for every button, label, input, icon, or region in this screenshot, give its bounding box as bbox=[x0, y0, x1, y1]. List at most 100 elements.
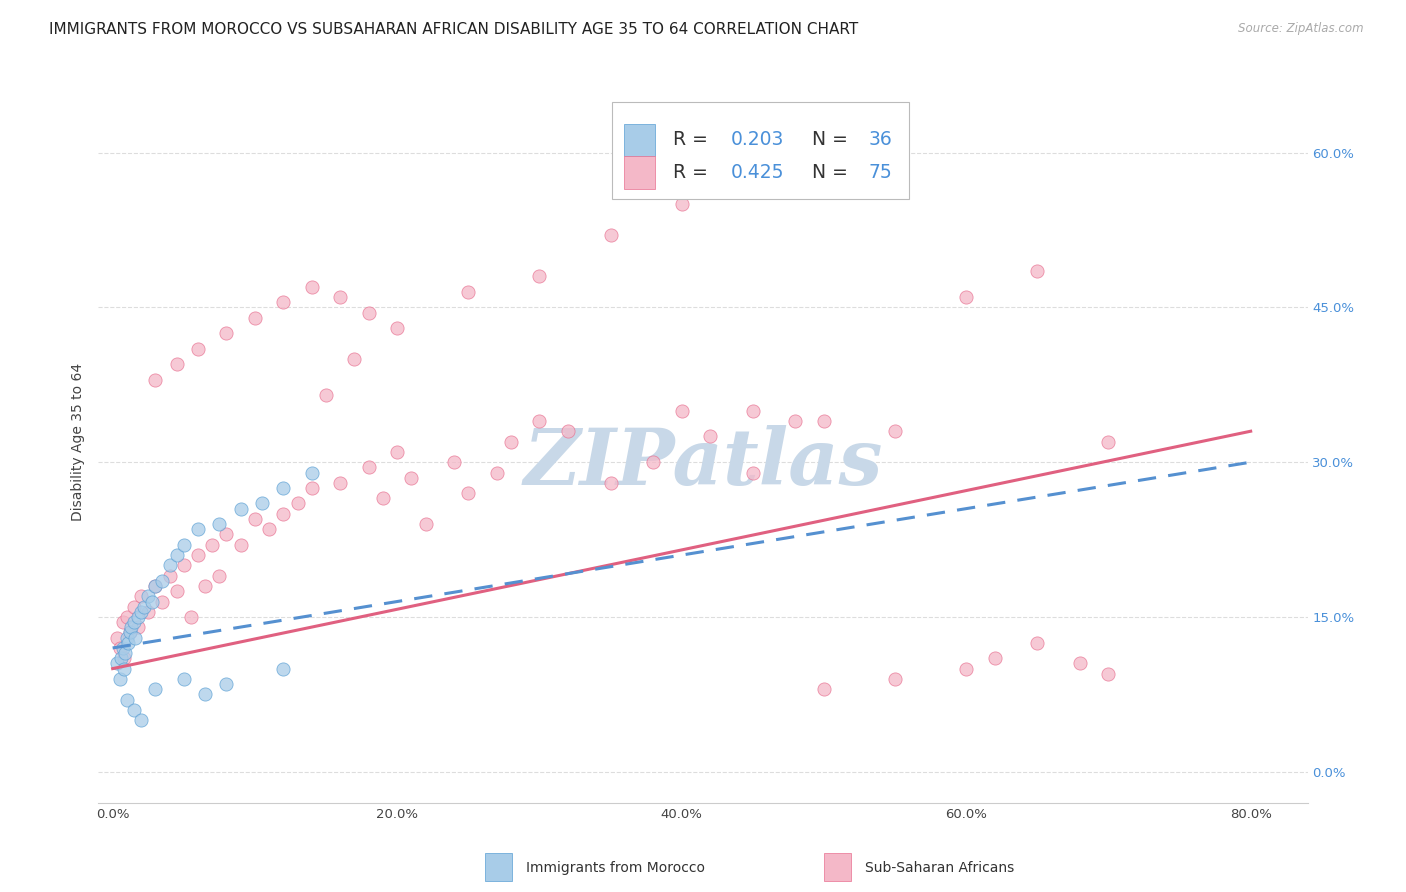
Point bbox=[115, 631, 138, 645]
Point bbox=[243, 310, 266, 325]
Point bbox=[201, 538, 224, 552]
Point bbox=[955, 290, 977, 304]
Point bbox=[401, 471, 423, 485]
Text: Sub-Saharan Africans: Sub-Saharan Africans bbox=[865, 861, 1014, 875]
Point bbox=[122, 703, 145, 717]
Point bbox=[287, 496, 309, 510]
Point bbox=[357, 305, 380, 319]
Point bbox=[415, 517, 437, 532]
Point bbox=[329, 475, 352, 490]
Point bbox=[229, 501, 252, 516]
Point bbox=[112, 651, 135, 665]
Point bbox=[129, 713, 152, 727]
Text: R =: R = bbox=[673, 130, 714, 149]
Point bbox=[108, 672, 131, 686]
Point bbox=[194, 579, 217, 593]
Y-axis label: Disability Age 35 to 64: Disability Age 35 to 64 bbox=[72, 362, 86, 521]
Point bbox=[118, 625, 141, 640]
Point bbox=[315, 388, 337, 402]
Point bbox=[180, 610, 202, 624]
Text: IMMIGRANTS FROM MOROCCO VS SUBSAHARAN AFRICAN DISABILITY AGE 35 TO 64 CORRELATIO: IMMIGRANTS FROM MOROCCO VS SUBSAHARAN AF… bbox=[49, 22, 859, 37]
Point bbox=[132, 599, 155, 614]
Point bbox=[127, 620, 149, 634]
Point bbox=[343, 351, 366, 366]
Point bbox=[105, 631, 128, 645]
Point bbox=[385, 445, 408, 459]
Point bbox=[499, 434, 522, 449]
Point bbox=[173, 558, 195, 573]
Point bbox=[187, 548, 209, 562]
Point bbox=[152, 594, 174, 608]
Point bbox=[1097, 666, 1119, 681]
Point bbox=[118, 625, 141, 640]
Point bbox=[443, 455, 465, 469]
Point bbox=[122, 599, 145, 614]
Text: 75: 75 bbox=[869, 163, 893, 182]
Point bbox=[529, 414, 551, 428]
Point bbox=[111, 640, 134, 655]
Point bbox=[129, 605, 152, 619]
Point bbox=[785, 414, 807, 428]
Point bbox=[385, 321, 408, 335]
Text: Immigrants from Morocco: Immigrants from Morocco bbox=[526, 861, 706, 875]
Point bbox=[557, 424, 579, 438]
Point bbox=[983, 651, 1005, 665]
Text: Source: ZipAtlas.com: Source: ZipAtlas.com bbox=[1239, 22, 1364, 36]
Text: N =: N = bbox=[811, 130, 853, 149]
Point bbox=[173, 672, 195, 686]
Point bbox=[813, 682, 835, 697]
Point bbox=[357, 460, 380, 475]
Point bbox=[115, 610, 138, 624]
Point bbox=[215, 527, 238, 541]
Point bbox=[884, 424, 907, 438]
Point bbox=[187, 342, 209, 356]
Point bbox=[457, 285, 479, 299]
Point bbox=[485, 466, 508, 480]
Point bbox=[115, 692, 138, 706]
Point bbox=[1097, 434, 1119, 449]
Text: N =: N = bbox=[811, 163, 853, 182]
Point bbox=[671, 197, 693, 211]
Point bbox=[159, 558, 181, 573]
Point bbox=[643, 455, 665, 469]
Point bbox=[143, 373, 166, 387]
Point bbox=[166, 548, 188, 562]
Point bbox=[273, 507, 295, 521]
Point bbox=[229, 538, 252, 552]
FancyBboxPatch shape bbox=[624, 156, 655, 189]
Point bbox=[1026, 264, 1049, 278]
Point bbox=[129, 590, 152, 604]
Text: 0.203: 0.203 bbox=[731, 130, 785, 149]
Point bbox=[194, 687, 217, 701]
Point bbox=[301, 466, 323, 480]
Point bbox=[208, 517, 231, 532]
Point bbox=[257, 522, 280, 536]
Point bbox=[599, 228, 621, 243]
Point bbox=[699, 429, 721, 443]
Point bbox=[955, 662, 977, 676]
Point bbox=[117, 636, 139, 650]
Text: ZIPatlas: ZIPatlas bbox=[523, 425, 883, 501]
Point bbox=[741, 177, 763, 191]
Point bbox=[599, 475, 621, 490]
Point bbox=[457, 486, 479, 500]
Point bbox=[112, 662, 135, 676]
FancyBboxPatch shape bbox=[824, 854, 851, 880]
Point bbox=[329, 290, 352, 304]
Point bbox=[1026, 636, 1049, 650]
Point bbox=[371, 491, 394, 506]
Point bbox=[813, 414, 835, 428]
Point bbox=[187, 522, 209, 536]
Point bbox=[250, 496, 273, 510]
Point bbox=[529, 269, 551, 284]
FancyBboxPatch shape bbox=[624, 124, 655, 156]
Point bbox=[159, 568, 181, 582]
Point bbox=[127, 610, 149, 624]
Point bbox=[1069, 657, 1091, 671]
Point bbox=[152, 574, 174, 588]
Point bbox=[136, 590, 159, 604]
Point bbox=[143, 682, 166, 697]
Point bbox=[143, 579, 166, 593]
Point bbox=[136, 605, 159, 619]
Point bbox=[741, 466, 763, 480]
